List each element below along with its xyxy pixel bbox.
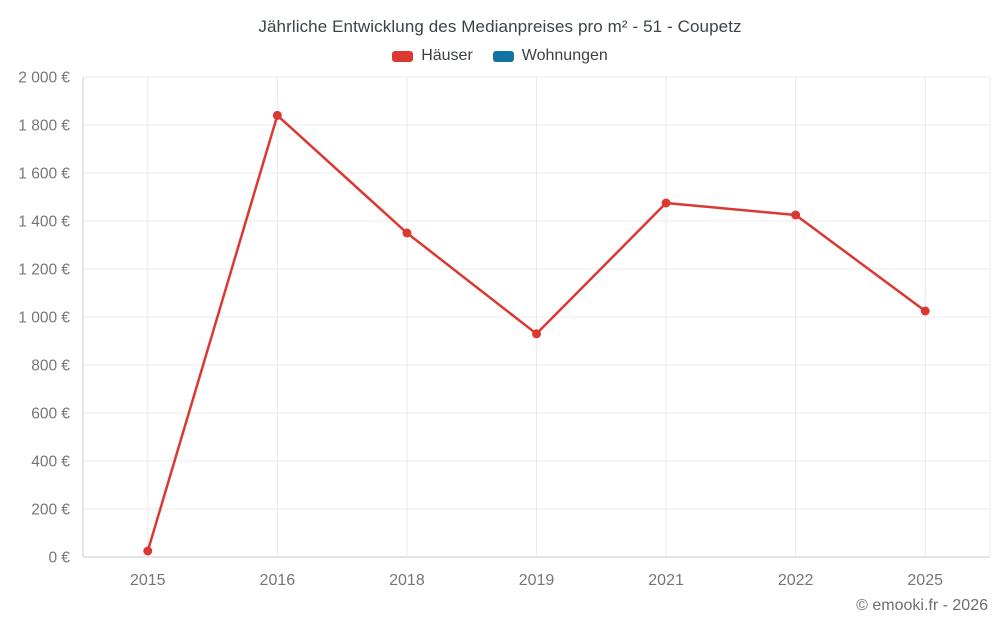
y-tick-label: 1 000 € bbox=[18, 310, 70, 327]
y-tick-label: 400 € bbox=[31, 454, 70, 471]
data-point[interactable] bbox=[143, 546, 153, 556]
legend-swatch-wohnungen-icon bbox=[492, 50, 514, 62]
data-point[interactable] bbox=[532, 329, 541, 339]
y-tick-label: 200 € bbox=[31, 502, 70, 519]
x-tick-label: 2019 bbox=[519, 572, 555, 589]
legend-label-haeuser: Häuser bbox=[421, 47, 473, 64]
y-tick-label: 1 200 € bbox=[18, 262, 70, 279]
data-point[interactable] bbox=[920, 306, 930, 316]
x-tick-label: 2018 bbox=[389, 572, 425, 589]
x-tick-label: 2015 bbox=[130, 572, 166, 589]
y-tick-label: 0 € bbox=[48, 550, 70, 567]
x-tick-label: 2025 bbox=[907, 572, 943, 589]
data-point[interactable] bbox=[791, 210, 801, 220]
y-tick-label: 1 800 € bbox=[18, 118, 70, 135]
data-point[interactable] bbox=[661, 198, 671, 208]
chart-legend: Häuser Wohnungen bbox=[0, 47, 1000, 65]
y-tick-label: 600 € bbox=[31, 406, 70, 423]
copyright: © emooki.fr - 2026 bbox=[856, 597, 988, 614]
y-tick-label: 2 000 € bbox=[18, 70, 70, 87]
x-tick-label: 2021 bbox=[648, 572, 684, 589]
legend-item-haeuser[interactable]: Häuser bbox=[392, 47, 473, 65]
chart-title: Jährliche Entwicklung des Medianpreises … bbox=[258, 17, 742, 36]
x-tick-label: 2022 bbox=[778, 572, 814, 589]
data-point[interactable] bbox=[402, 228, 412, 238]
legend-swatch-haeuser-icon bbox=[392, 50, 414, 62]
legend-label-wohnungen: Wohnungen bbox=[521, 47, 608, 64]
y-tick-label: 1 600 € bbox=[18, 166, 70, 183]
data-point[interactable] bbox=[272, 110, 282, 120]
y-tick-label: 1 400 € bbox=[18, 214, 70, 231]
y-tick-label: 800 € bbox=[31, 358, 70, 375]
legend-item-wohnungen[interactable]: Wohnungen bbox=[492, 47, 608, 65]
x-tick-label: 2016 bbox=[260, 572, 296, 589]
